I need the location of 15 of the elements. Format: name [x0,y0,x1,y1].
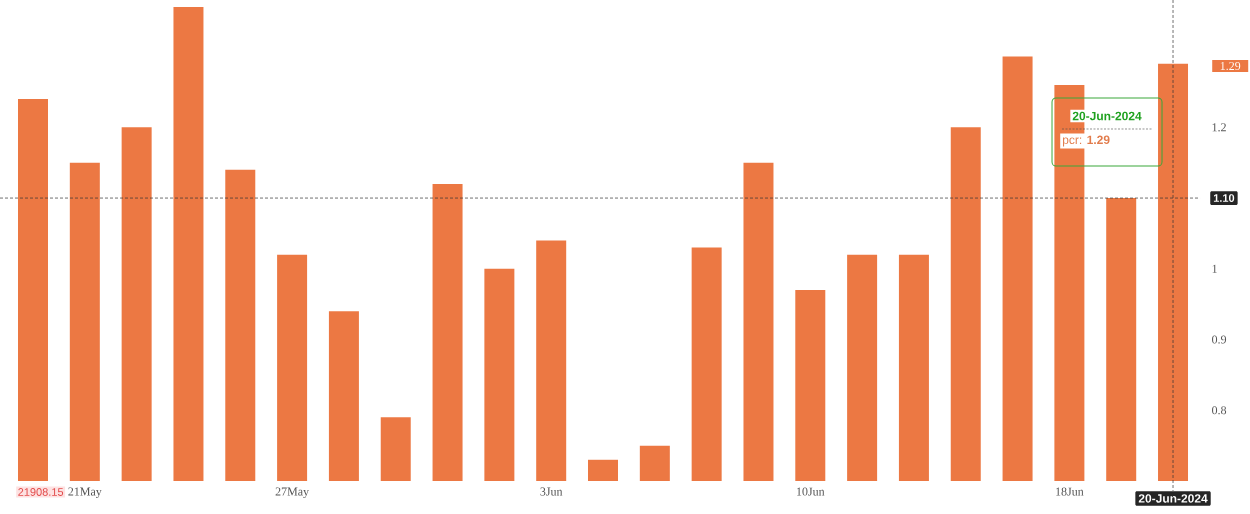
y-tick-label: 0.9 [1212,335,1227,344]
annotation: pcr: 1.29 [1062,135,1110,147]
x-tick-label: 27May [275,487,310,499]
x-tick-label: 21May [68,487,102,499]
ref-line-label: 1.10 [1213,194,1235,202]
x-tick-label: 18Jun [1056,487,1084,496]
x-tick-label: 10Jun [797,487,825,496]
text: 21908.15 [18,488,64,496]
y-tick-label: 1.2 [1212,123,1226,132]
annotation: 20-Jun-2024 [1072,111,1142,121]
text: 1.29 [1220,61,1241,71]
y-tick-label: 0.8 [1212,406,1227,415]
y-tick-label: 1 [1212,264,1217,273]
x-tick-label: 20-Jun-2024 [1138,494,1208,503]
x-tick-label: 3Jun [540,487,563,496]
